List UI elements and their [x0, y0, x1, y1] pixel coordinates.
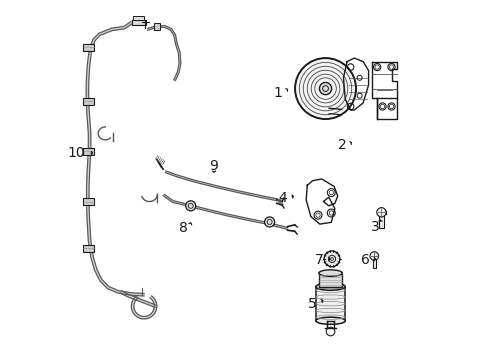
Bar [133, 16, 144, 20]
Text: 8: 8 [179, 221, 187, 235]
Circle shape [330, 257, 333, 260]
Polygon shape [147, 26, 177, 44]
Text: 6: 6 [361, 253, 369, 267]
Polygon shape [173, 44, 181, 81]
Text: 4: 4 [278, 191, 286, 205]
Bar [131, 20, 145, 26]
Ellipse shape [315, 283, 345, 290]
Text: 3: 3 [370, 220, 379, 234]
Circle shape [264, 217, 274, 227]
Polygon shape [86, 22, 144, 296]
Polygon shape [120, 291, 156, 307]
Bar [379, 215, 383, 228]
Text: 5: 5 [307, 297, 316, 311]
Circle shape [376, 208, 386, 217]
Bar [318, 274, 342, 287]
Polygon shape [165, 171, 276, 201]
Text: 9: 9 [209, 159, 218, 174]
Ellipse shape [315, 317, 345, 324]
Bar [83, 44, 93, 51]
Polygon shape [131, 296, 157, 319]
Bar [83, 198, 93, 205]
Circle shape [324, 251, 339, 267]
Text: 1: 1 [273, 86, 282, 100]
Bar [83, 98, 93, 105]
Polygon shape [163, 194, 287, 229]
Bar [154, 23, 159, 30]
Circle shape [185, 201, 195, 211]
Ellipse shape [318, 270, 342, 276]
Circle shape [369, 252, 378, 260]
Bar [83, 244, 93, 252]
Text: 2: 2 [337, 138, 346, 152]
Circle shape [294, 58, 355, 119]
Bar [83, 148, 93, 155]
Text: 10: 10 [67, 146, 85, 160]
Bar [372, 259, 375, 267]
Bar [315, 287, 345, 321]
Text: 7: 7 [314, 253, 323, 267]
Circle shape [319, 82, 331, 95]
